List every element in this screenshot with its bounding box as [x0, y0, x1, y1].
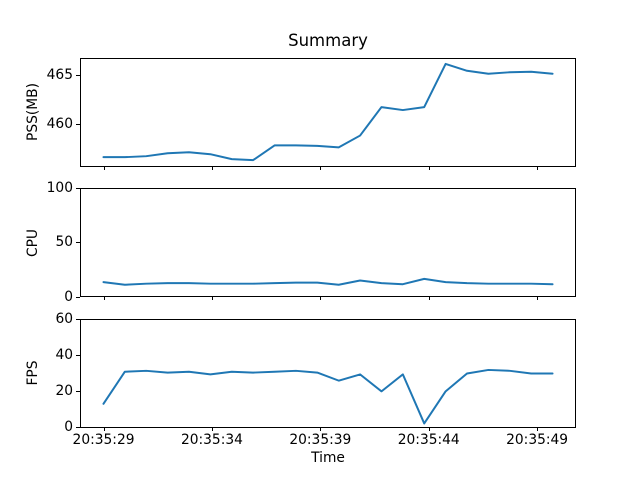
y-tick-label: 40 [55, 346, 73, 363]
x-axis-label: Time [311, 449, 345, 466]
pss-series-line [102, 62, 554, 161]
cpu-plot-svg [102, 277, 554, 286]
x-tick-mark [103, 165, 105, 170]
x-tick-mark [211, 426, 213, 431]
y-tick-label: 100 [46, 180, 73, 197]
y-tick-label: 460 [46, 116, 73, 133]
y-tick-label: 50 [55, 234, 73, 251]
chart-title: Summary [288, 31, 368, 50]
y-axis-label-fps: FPS [25, 360, 42, 386]
x-tick-mark [428, 426, 430, 431]
x-tick-mark [103, 296, 105, 301]
x-tick-mark [320, 426, 322, 431]
x-tick-mark [537, 296, 539, 301]
y-tick-mark [76, 354, 80, 356]
x-tick-mark [428, 165, 430, 170]
x-tick-mark [211, 296, 213, 301]
x-tick-mark [103, 426, 105, 431]
x-tick-label: 20:35:34 [180, 431, 243, 448]
pss-plot-svg [102, 62, 554, 161]
y-tick-label: 0 [64, 288, 73, 305]
x-tick-mark [428, 296, 430, 301]
y-tick-label: 0 [64, 419, 73, 436]
subplot-fps: FPS Time 0 20 40 60 20:35:29 20:35:34 20:35:39… [25, 312, 576, 464]
y-tick-mark [76, 188, 80, 190]
y-tick-mark [76, 390, 80, 392]
subplot-cpu: CPU 0 50 100 [25, 181, 576, 304]
y-tick-mark [76, 124, 80, 126]
x-tick-mark [320, 296, 322, 301]
y-tick-mark [76, 242, 80, 244]
y-axis-label-pss: PSS(MB) [25, 83, 42, 142]
y-tick-label: 465 [46, 66, 73, 83]
x-tick-label: 20:35:49 [506, 431, 569, 448]
y-tick-label: 20 [55, 382, 73, 399]
y-tick-mark [76, 318, 80, 320]
x-tick-mark [211, 165, 213, 170]
x-tick-label: 20:35:44 [397, 431, 460, 448]
x-tick-mark [537, 426, 539, 431]
subplot-pss: PSS(MB) 460 465 [25, 57, 576, 170]
x-tick-label: 20:35:29 [72, 431, 135, 448]
y-axis-label-cpu: CPU [25, 228, 42, 257]
x-tick-mark [537, 165, 539, 170]
y-tick-mark [76, 74, 80, 76]
cpu-series-line [102, 277, 554, 286]
x-tick-label: 20:35:39 [289, 431, 352, 448]
y-tick-mark [76, 427, 80, 429]
fps-series-line [102, 368, 554, 424]
fps-plot-svg [102, 368, 554, 424]
x-tick-mark [320, 165, 322, 170]
y-tick-label: 60 [55, 310, 73, 327]
y-tick-mark [76, 296, 80, 298]
